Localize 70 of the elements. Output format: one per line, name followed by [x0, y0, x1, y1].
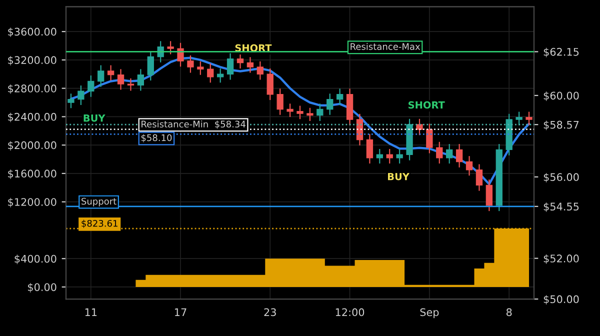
candlestick: [416, 118, 423, 136]
candlestick: [68, 93, 74, 109]
candlestick: [326, 93, 334, 116]
x-tick-label: 17: [175, 308, 186, 316]
y2-tick-label: $58.57: [544, 120, 579, 130]
candlestick: [256, 60, 264, 80]
candlestick: [356, 113, 364, 146]
candlestick: [466, 156, 473, 176]
y-tick-label: $3200.00: [8, 56, 56, 66]
y-tick-label: $2400.00: [8, 112, 56, 122]
x-tick-label: 12:00: [336, 308, 364, 316]
y-tick-label: $1600.00: [8, 170, 56, 179]
candlestick: [286, 103, 294, 118]
candlestick: [296, 105, 304, 120]
candlestick: [167, 40, 174, 55]
candlestick: [236, 52, 244, 70]
candlestick: [476, 164, 483, 192]
candlestick: [436, 141, 443, 164]
candlestick: [366, 134, 374, 164]
y-tick-label: $400.00: [14, 254, 56, 264]
y-tick-label: $0.00: [28, 283, 56, 292]
x-tick-label: 23: [264, 308, 276, 316]
candlestick: [107, 64, 114, 82]
candlestick: [137, 68, 144, 92]
y-tick-label: $2800.00: [8, 84, 56, 94]
candlestick: [177, 42, 184, 68]
ref-line-label: Resistance-Min $58.34: [142, 120, 246, 129]
y2-tick-label: $62.15: [544, 48, 579, 58]
candlestick: [276, 88, 284, 116]
candlestick: [266, 68, 274, 101]
candlestick: [316, 103, 324, 122]
y2-tick-label: $50.00: [544, 295, 579, 305]
ref-line-label: $823.61: [82, 220, 118, 228]
candlestick: [526, 111, 532, 126]
candlestick: [446, 143, 453, 164]
candlestick: [246, 56, 254, 74]
y-tick-label: $1200.00: [8, 198, 56, 208]
candlestick: [197, 60, 204, 76]
candlestick: [486, 178, 493, 212]
x-tick-label: Sep: [420, 308, 439, 318]
candlestick: [217, 68, 224, 84]
candlestick: [98, 64, 104, 88]
candlestick: [396, 148, 403, 164]
candlestick: [207, 62, 214, 84]
candlestick: [147, 50, 154, 82]
candlestick: [88, 74, 94, 98]
candlestick: [336, 88, 344, 106]
annotation: BUY: [84, 114, 106, 122]
y2-tick-label: $54.55: [544, 202, 579, 212]
ref-line-label: Support: [82, 198, 116, 206]
y-tick-label: $3600.00: [8, 28, 56, 38]
candlestick: [306, 107, 314, 122]
x-tick-label: 8: [506, 308, 512, 316]
candlestick: [187, 54, 194, 74]
ref-line-label: Resistance-Max: [350, 42, 420, 50]
y2-tick-label: $52.00: [544, 254, 579, 264]
candlestick: [78, 84, 84, 106]
candlestick: [127, 78, 134, 92]
y2-tick-label: $56.00: [544, 172, 579, 182]
x-tick-label: 11: [85, 308, 97, 316]
candlestick: [117, 68, 124, 90]
candlestick: [426, 123, 433, 154]
annotation: BUY: [388, 173, 410, 180]
candlestick: [226, 52, 234, 80]
y2-tick-label: $60.00: [544, 92, 579, 101]
candlestick: [456, 143, 463, 168]
y-tick-label: $2000.00: [8, 141, 56, 151]
annotation: SHORT: [408, 101, 445, 109]
ref-line-label: $58.10: [141, 134, 172, 142]
candlestick: [516, 111, 522, 126]
